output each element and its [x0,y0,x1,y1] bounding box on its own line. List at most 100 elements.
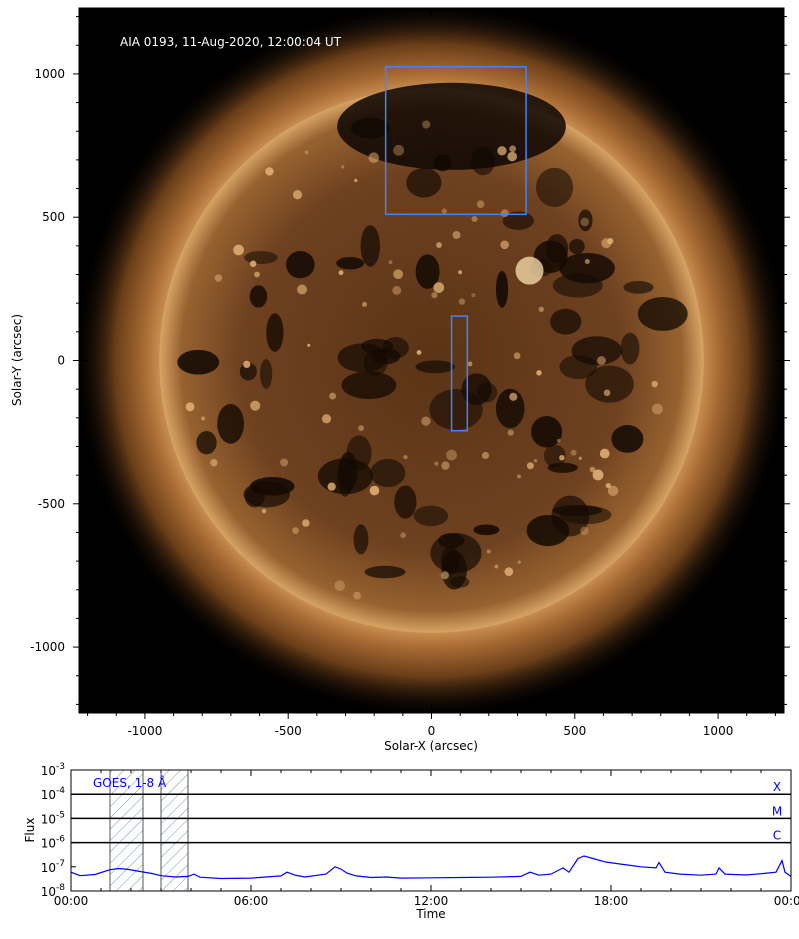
bright-point [458,270,463,275]
y-tick-label: 0 [57,354,65,368]
dark-region [341,371,397,400]
dark-region [476,382,498,403]
bright-point [559,454,565,461]
x-tick-label: -500 [275,724,302,738]
goes-x-axis-title: Time [415,907,445,921]
bright-point [261,508,267,514]
bright-point [607,238,614,245]
x-axis-title: Solar-X (arcsec) [384,739,478,753]
dark-region [495,270,509,308]
dark-region [502,211,534,230]
class-label-X: X [773,780,781,794]
bright-point [338,270,344,276]
dark-region [578,209,593,232]
bright-active-region [515,256,544,285]
x-tick-label: -1000 [127,724,162,738]
bright-point [436,242,442,248]
bright-point [517,560,521,564]
goes-ticks [70,769,792,892]
bright-point [441,208,447,214]
bright-point [507,429,514,436]
dark-region [495,388,525,429]
bright-point [584,259,590,265]
class-label-C: C [773,829,781,843]
dark-region [196,431,217,455]
bright-point [494,564,499,569]
bright-point [233,244,244,256]
dark-region [531,416,563,448]
goes-y-tick-label: 10-8 [41,883,66,899]
bright-point [400,532,407,539]
x-tick-label: 1000 [703,724,734,738]
region-boxes [384,66,527,432]
bright-point [471,215,478,223]
bright-point [592,469,604,481]
goes-panel: 00:00 06:00 12:00 18:00 00:00 10-3 10-4 10-5 10-… [23,762,799,921]
bright-point [393,269,404,280]
bright-point [254,271,260,278]
bright-point [651,380,658,388]
bright-point [513,352,521,360]
bright-point [500,240,509,250]
bright-point [497,146,507,156]
coronal-hole-regions [177,82,688,590]
class-label-M: M [772,804,782,818]
dark-region [550,308,582,335]
bright-point [185,402,195,412]
bright-point [580,526,589,535]
dark-region [317,458,373,495]
goes-x-tick-label: 00:00 [774,894,799,908]
y-tick-label: 500 [42,210,65,224]
bright-point [307,343,311,347]
bright-point [597,356,606,365]
region-box-1 [450,315,469,432]
bright-point [607,485,619,497]
dark-region [239,362,257,381]
bright-point [452,231,461,239]
dark-region [370,458,406,488]
dark-region [217,403,245,444]
goes-y-tick-label: 10-4 [41,786,66,802]
dark-region [360,338,394,354]
bright-point [388,260,393,264]
dark-region [249,285,268,308]
bright-point [446,449,457,461]
y-tick-label: -500 [38,497,65,511]
bright-point [603,389,611,397]
dark-region [571,336,622,366]
bright-point [578,456,582,460]
flare-class-labels: XMC [772,780,782,842]
bright-point [517,474,521,479]
bright-point [201,416,206,421]
dark-region [353,524,369,555]
dark-region [473,524,500,536]
bright-point [434,461,439,466]
dark-region [266,313,284,352]
y-axis-title: Solar-Y (arcsec) [10,314,24,406]
bright-point [353,591,362,600]
bright-point [334,580,346,592]
bright-point [433,282,445,294]
image-title: AIA 0193, 11-Aug-2020, 12:00:04 UT [120,35,342,49]
y-tick-label: 1000 [34,67,65,81]
goes-flux-line [71,855,791,880]
bright-point [481,451,490,460]
bright-point [652,403,663,415]
bright-point [243,360,251,369]
dark-region [244,251,278,265]
bright-point [441,461,450,470]
bright-point [422,120,431,129]
goes-y-tick-label: 10-7 [41,859,65,875]
dark-region [413,505,449,527]
bright-point [329,392,337,400]
bright-point [605,482,611,489]
dark-region [623,281,654,294]
polar-coronal-hole [337,82,566,170]
bright-point [416,350,422,355]
bright-point [570,449,577,456]
bright-point [599,448,610,459]
bright-point [304,150,309,155]
dark-region [286,251,315,279]
bright-point [292,190,303,200]
bright-point [467,361,473,367]
